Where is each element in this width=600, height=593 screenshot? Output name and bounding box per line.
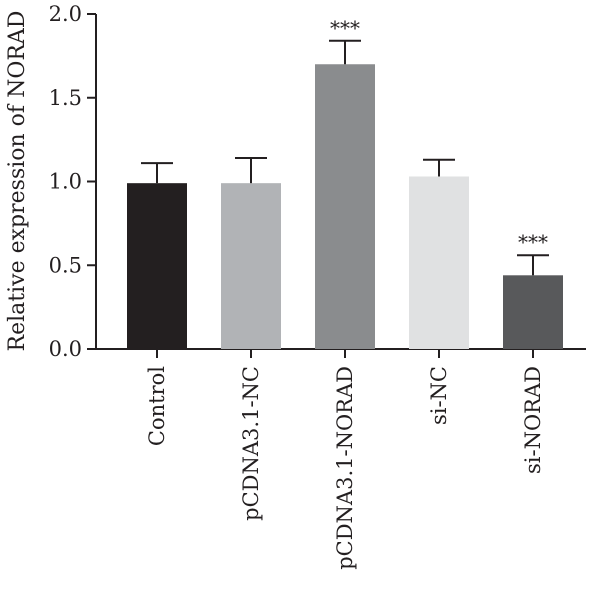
x-tick-label: pCDNA3.1-NC	[239, 366, 263, 521]
significance-label: ***	[518, 230, 548, 254]
y-tick-label: 1.5	[49, 86, 82, 110]
x-tick-label: pCDNA3.1-NORAD	[333, 366, 357, 570]
x-tick-label: Control	[145, 366, 169, 446]
plot-area: 0.0 0.5 1.0 1.5 2.0 Control pCDNA3.1-NC *** pCDN…	[49, 2, 586, 570]
y-axis-title: Relative expression of NORAD	[5, 11, 30, 352]
x-tick-label: si-NORAD	[521, 366, 545, 474]
y-tick-label: 1.0	[49, 170, 82, 194]
y-tick-label: 0.5	[49, 253, 82, 277]
significance-label: ***	[330, 16, 360, 40]
y-tick-label: 0.0	[49, 337, 82, 361]
bar	[221, 183, 281, 349]
bar	[315, 64, 375, 349]
bar	[127, 183, 187, 349]
y-tick-label: 2.0	[49, 2, 82, 26]
bar	[409, 176, 469, 349]
x-tick-label: si-NC	[427, 366, 451, 425]
bar	[503, 275, 563, 349]
